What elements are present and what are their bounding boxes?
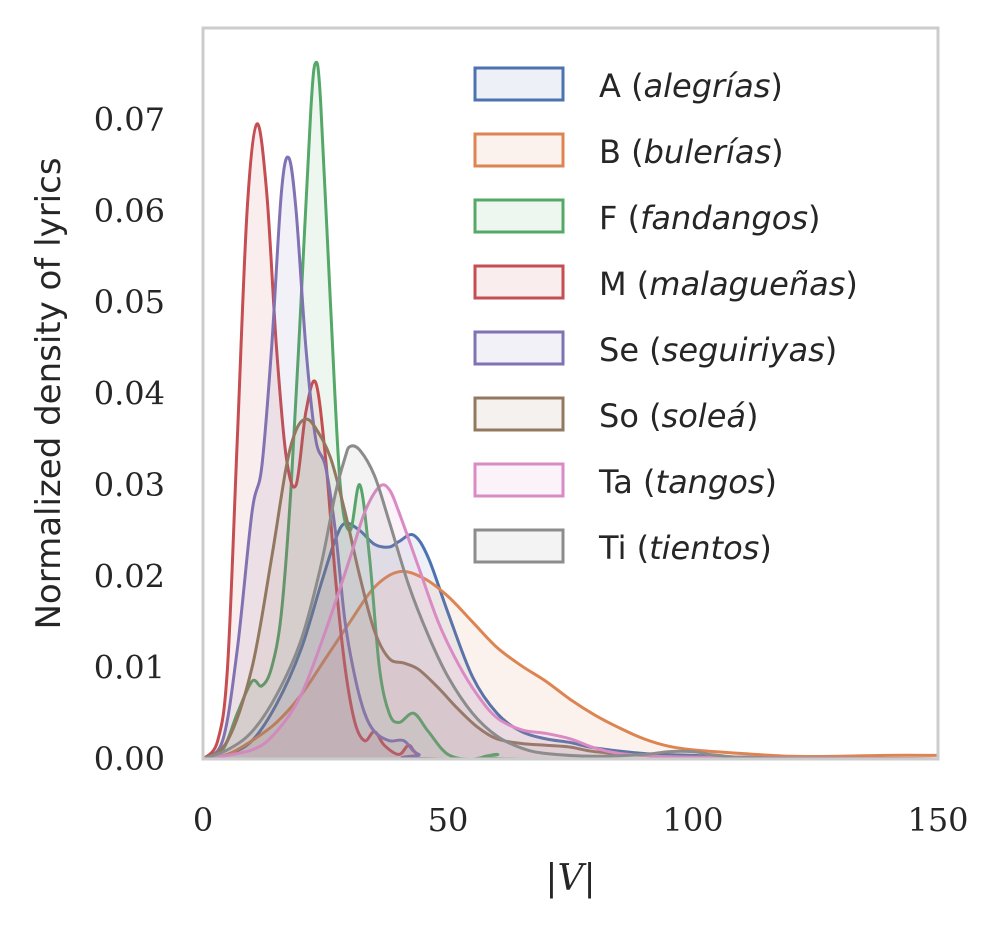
x-tick-label: 100 xyxy=(662,801,723,839)
y-tick-label: 0.00 xyxy=(94,740,165,778)
legend-item-se: Se (seguiriyas) xyxy=(473,330,837,369)
series-ti-line xyxy=(202,444,939,761)
legend-label: B (bulerías) xyxy=(599,133,784,171)
series-b-area xyxy=(203,571,938,759)
series-f-area xyxy=(203,62,938,759)
y-tick-label: 0.02 xyxy=(94,557,165,595)
series-so-area xyxy=(203,419,938,759)
y-tick-label: 0.06 xyxy=(94,192,165,230)
y-tick-label: 0.01 xyxy=(94,649,165,687)
legend-label: Ta (tangos) xyxy=(598,463,777,501)
plot-frame xyxy=(201,26,940,761)
legend-item-ta: Ta (tangos) xyxy=(473,462,777,501)
legend-label: F (fandangos) xyxy=(599,199,820,237)
series-se-line xyxy=(201,155,938,761)
series-layer xyxy=(201,60,939,761)
series-se xyxy=(201,155,938,761)
legend-item-a: A (alegrías) xyxy=(473,66,783,105)
legend-label: So (soleá) xyxy=(599,397,758,435)
series-se-area xyxy=(203,157,938,759)
legend-swatch xyxy=(473,462,565,498)
legend-label: M (malagueñas) xyxy=(599,265,858,303)
legend-item-m: M (malagueñas) xyxy=(473,264,858,303)
legend-swatch xyxy=(473,330,565,366)
legend-item-so: So (soleá) xyxy=(473,396,758,435)
x-tick-label: 50 xyxy=(428,801,469,839)
legend-swatch xyxy=(473,198,565,234)
series-so xyxy=(202,417,939,761)
y-tick-label: 0.07 xyxy=(94,100,165,138)
x-axis-label: |V| xyxy=(545,858,595,899)
legend: A (alegrías) B (bulerías) F (fandangos) M (… xyxy=(473,66,858,567)
legend-label: A (alegrías) xyxy=(599,67,783,105)
series-ta xyxy=(202,483,939,761)
y-tick-labels: 0.00 0.01 0.02 0.03 0.04 0.05 0.06 0.07 xyxy=(94,100,165,778)
legend-item-b: B (bulerías) xyxy=(473,132,784,171)
series-ta-line xyxy=(202,483,939,761)
legend-swatch xyxy=(473,132,565,168)
legend-swatch xyxy=(473,396,565,432)
series-ti-area xyxy=(203,445,938,759)
x-tick-labels: 0 50 100 150 xyxy=(193,801,969,839)
y-tick-label: 0.03 xyxy=(94,466,165,504)
x-tick-label: 0 xyxy=(193,801,213,839)
y-axis-label: Normalized density of lyrics xyxy=(29,157,69,629)
legend-swatch xyxy=(473,264,565,300)
legend-label: Ti (tientos) xyxy=(598,529,772,567)
x-tick-label: 150 xyxy=(907,801,968,839)
legend-swatch xyxy=(473,66,565,102)
series-ti xyxy=(202,444,939,761)
legend-item-ti: Ti (tientos) xyxy=(473,528,772,567)
legend-item-f: F (fandangos) xyxy=(473,198,820,237)
legend-swatch xyxy=(473,528,565,564)
series-a-line xyxy=(202,521,939,761)
y-tick-label: 0.04 xyxy=(94,375,165,413)
legend-label: Se (seguiriyas) xyxy=(599,331,837,369)
y-tick-label: 0.05 xyxy=(94,283,165,321)
series-ta-area xyxy=(203,484,938,759)
series-so-line xyxy=(202,417,939,761)
